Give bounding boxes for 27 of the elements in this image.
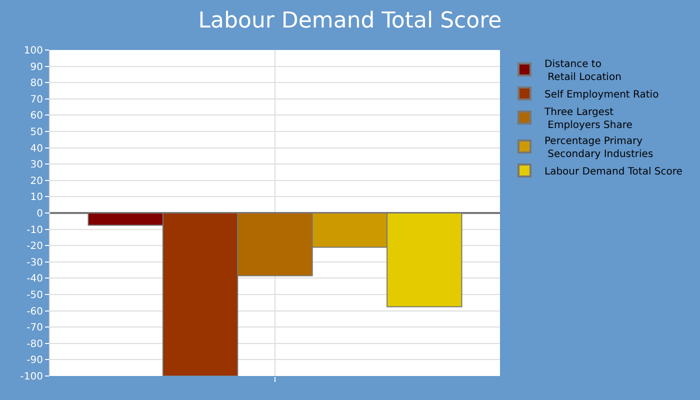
y-tick-label: 30 [30, 160, 43, 171]
y-tick-label: 100 [24, 46, 43, 56]
y-tick-label: 20 [30, 176, 43, 187]
y-tick-label: -50 [26, 290, 43, 301]
legend-label: Self Employment Ratio [544, 89, 659, 100]
chart-title: Labour Demand Total Score [198, 8, 502, 34]
y-tick-label: 90 [30, 62, 43, 73]
y-tick-label: 0 [36, 208, 43, 220]
y-tick-label: -90 [26, 355, 43, 366]
legend-label: Labour Demand Total Score [544, 166, 682, 178]
y-tick-label: 40 [30, 143, 43, 154]
y-tick-label: -20 [26, 241, 43, 252]
y-tick-label: -40 [26, 274, 43, 285]
y-tick-label: -100 [20, 372, 43, 382]
y-tick-label: 80 [30, 78, 43, 90]
y-tick-label: -80 [26, 338, 43, 350]
y-tick-label: -60 [26, 306, 43, 318]
y-tick-label: -30 [26, 257, 43, 268]
y-tick-label: -10 [26, 224, 43, 236]
legend-label: Percentage Primary Secondary Industries [544, 136, 654, 160]
y-tick-label: 50 [30, 127, 43, 138]
y-tick-label: 70 [30, 94, 43, 106]
y-tick-label: 10 [30, 192, 43, 204]
y-tick-label: -70 [26, 322, 43, 334]
legend-label: Distance to Retail Location [544, 58, 622, 83]
legend-label: Three Largest Employers Share [544, 106, 632, 131]
y-tick-label: 60 [30, 110, 43, 122]
